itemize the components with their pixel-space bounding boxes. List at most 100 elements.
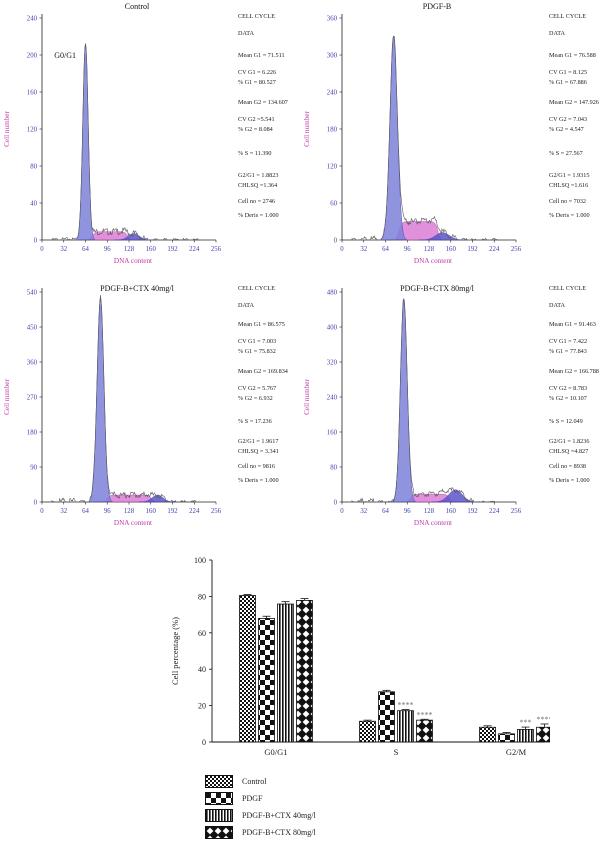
stat-data: DATA <box>238 302 255 309</box>
y-tick-label: 400 <box>327 325 338 332</box>
stat-g2-g1: G2/G1 = 1.9315 <box>549 172 590 179</box>
stat-data: DATA <box>549 302 566 309</box>
x-tick-label: 0 <box>340 508 344 515</box>
bar-chart-legend: Control PDGF PDGF-B+CTX 40mg/l PDGF-B+CT… <box>205 773 316 841</box>
y-axis-label: Cell number <box>3 379 11 415</box>
stat-chlsq: CHLSQ =4.827 <box>549 448 589 455</box>
x-tick-label: 128 <box>424 508 435 515</box>
histogram-control: Control 0 32 64 96 128 160 192 224 256 0 40 80 120 160… <box>3 2 222 265</box>
histogram-pdgf: PDGF-B 0 32 64 96 128 160 192 224 256 0 60 120 180 240… <box>303 2 522 265</box>
stat-pct-g2: % G2 = 10.107 <box>549 395 587 402</box>
s-phase-area <box>396 221 441 241</box>
x-tick-label: 64 <box>382 246 389 253</box>
stat-pct-g1: % G1 = 80.527 <box>238 79 276 86</box>
x-axis-label: DNA content <box>114 257 152 265</box>
x-tick-label: 160 <box>146 508 157 515</box>
x-tick-label: 192 <box>167 508 178 515</box>
x-tick-label: 192 <box>167 246 178 253</box>
x-tick-label: 96 <box>104 246 111 253</box>
stat-cell-no: Cell no = 9816 <box>238 463 276 470</box>
x-tick-label: 160 <box>446 246 457 253</box>
panel-title-pdgf-b: PDGF-B <box>423 2 451 11</box>
stat-cv-g1: CV G1 = 6.226 <box>238 69 277 76</box>
histogram-panel-ctx40: PDGF-B+CTX 40mg/l 0 32 64 96 128 160 192 224 256 0… <box>0 280 300 548</box>
stat-cell-cycle: CELL CYCLE <box>238 13 276 20</box>
stats-pdgf: CELL CYCLE DATA Mean G1 = 76.588 CV G1 = 8.… <box>549 13 599 264</box>
y-tick-label: 160 <box>327 430 338 437</box>
stat-cell-no: Cell no = 7032 <box>549 198 587 205</box>
stat-data: DATA <box>238 30 255 37</box>
y-tick-label: 240 <box>327 395 338 402</box>
raw-histogram-trace <box>51 43 199 241</box>
x-tick-label: 256 <box>211 508 222 515</box>
y-tick-label: 360 <box>327 16 338 23</box>
bar-ctx40-s <box>397 710 414 743</box>
legend-swatch-ctx40 <box>205 809 233 822</box>
stat-pct-g2: % G2 = 4.547 <box>549 126 584 133</box>
bar-y-tick-label: 40 <box>198 665 206 674</box>
histogram-ctx80: PDGF-B+CTX 80mg/l 0 32 64 96 128 160 192 224 256 0… <box>303 284 522 527</box>
x-tick-label: 256 <box>511 508 522 515</box>
legend-label-control: Control <box>242 777 267 786</box>
y-tick-label: 0 <box>334 238 338 245</box>
g1-peak-area <box>88 297 113 503</box>
y-tick-label: 80 <box>30 164 37 171</box>
y-tick-label: 360 <box>27 360 38 367</box>
legend-label-ctx40: PDGF-B+CTX 40mg/l <box>242 811 316 820</box>
stat-pct-g2: % G2 = 8.084 <box>238 126 273 133</box>
y-tick-label: 200 <box>27 53 38 60</box>
legend-item-control: Control <box>205 773 316 790</box>
stat-cell-cycle: CELL CYCLE <box>549 13 587 20</box>
stat-chlsq: CHLSQ =1.616 <box>549 182 589 189</box>
x-tick-label: 64 <box>382 508 389 515</box>
stat-data: DATA <box>549 30 566 37</box>
legend-item-ctx80: PDGF-B+CTX 80mg/l <box>205 824 316 841</box>
stat-cell-cycle: CELL CYCLE <box>549 285 587 292</box>
y-tick-label: 300 <box>327 53 338 60</box>
bar-y-tick-label: 0 <box>202 738 206 747</box>
y-tick-label: 0 <box>334 500 338 507</box>
significance-marker: **** <box>417 710 433 719</box>
stat-mean-g2: Mean G2 = 134.607 <box>238 99 288 106</box>
y-tick-label: 180 <box>327 127 338 134</box>
x-tick-label: 96 <box>104 508 111 515</box>
stat-cv-g1: CV G1 = 8.125 <box>549 69 588 76</box>
stat-cv-g1: CV G1 = 7.003 <box>238 338 277 345</box>
x-axis-label: DNA content <box>414 519 452 527</box>
y-tick-label: 80 <box>330 465 337 472</box>
stat-mean-g1: Mean G1 = 91.463 <box>549 321 596 328</box>
x-tick-label: 224 <box>189 508 200 515</box>
bar-y-tick-label: 20 <box>198 702 206 711</box>
stat-mean-g2: Mean G2 = 169.834 <box>238 368 288 375</box>
stat-pct-deris: % Deris = 1.000 <box>549 477 590 484</box>
histogram-panel-pdgf: PDGF-B 0 32 64 96 128 160 192 224 256 0 60 120 180 240… <box>300 0 600 268</box>
y-tick-label: 540 <box>27 290 38 297</box>
bar-ctx80-s <box>416 719 433 743</box>
raw-histogram-trace <box>51 294 199 503</box>
stat-pct-s: % S = 12.049 <box>549 418 583 425</box>
g1-peak-area <box>75 43 96 241</box>
stat-chlsq: CHLSQ =1.364 <box>238 182 278 189</box>
x-tick-label: 256 <box>211 246 222 253</box>
stats-ctx40: CELL CYCLE DATA Mean G1 = 86.575 CV G1 = 7.… <box>238 285 300 536</box>
stat-pct-s: % S = 17.236 <box>238 418 272 425</box>
bar-ctx40-g0g1 <box>277 603 294 743</box>
stat-pct-s: % S = 27.567 <box>549 150 583 157</box>
bar-category-label: G2/M <box>506 747 527 757</box>
stat-cell-no: Cell no = 8938 <box>549 463 587 470</box>
y-tick-label: 480 <box>327 290 338 297</box>
histogram-panel-control: Control 0 32 64 96 128 160 192 224 256 0 40 80 120 160… <box>0 0 300 268</box>
significance-marker: **** <box>398 701 414 710</box>
stats-control: CELL CYCLE DATA Mean G1 = 71.511 CV G1 = 6.… <box>238 13 300 264</box>
panel-title-pdgf-b-ctx-40mg-l: PDGF-B+CTX 40mg/l <box>100 284 174 293</box>
stat-cv-g1: CV G1 = 7.422 <box>549 338 588 345</box>
bar-y-tick-label: 60 <box>198 629 206 638</box>
legend-item-ctx40: PDGF-B+CTX 40mg/l <box>205 807 316 824</box>
y-tick-label: 90 <box>30 465 37 472</box>
stat-mean-g2: Mean G2 = 147.926 <box>549 99 599 106</box>
y-tick-label: 270 <box>27 395 38 402</box>
g2-peak-area <box>418 232 467 241</box>
stat-g2-g1: G2/G1 = 1.8236 <box>549 438 590 445</box>
stat-pct-deris: % Deris = 1.000 <box>238 477 279 484</box>
